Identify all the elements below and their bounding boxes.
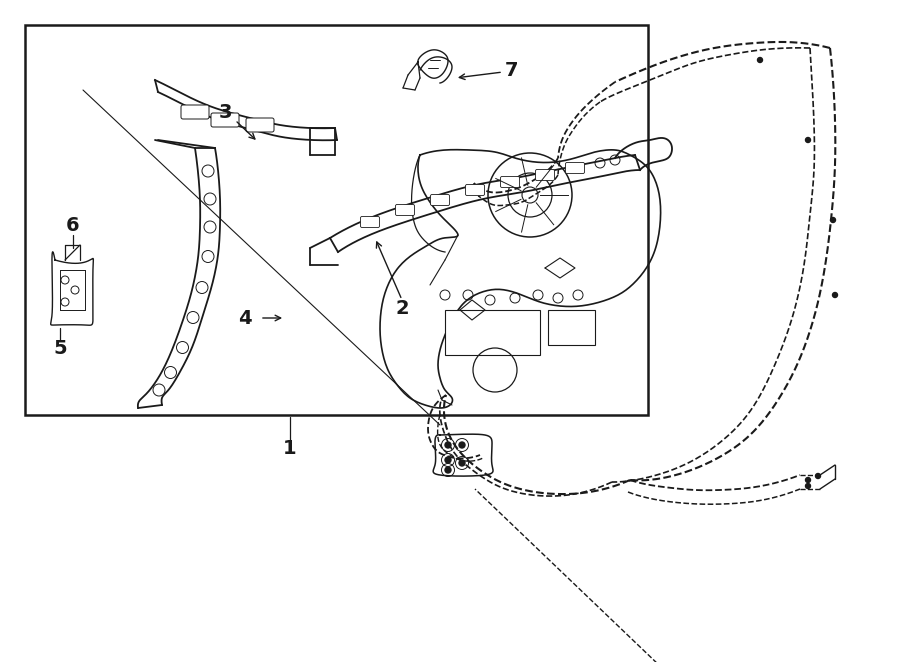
- Circle shape: [445, 467, 451, 473]
- Text: 3: 3: [219, 103, 232, 122]
- FancyBboxPatch shape: [395, 205, 415, 216]
- Bar: [548, 310, 595, 345]
- FancyBboxPatch shape: [361, 216, 380, 228]
- Circle shape: [832, 293, 838, 297]
- Circle shape: [806, 483, 811, 489]
- Text: 5: 5: [53, 338, 67, 357]
- FancyBboxPatch shape: [246, 118, 274, 132]
- Bar: [25, 25, 648, 415]
- Text: 2: 2: [395, 299, 409, 318]
- Circle shape: [459, 460, 465, 466]
- FancyBboxPatch shape: [536, 169, 554, 181]
- Circle shape: [831, 218, 835, 222]
- FancyBboxPatch shape: [500, 177, 519, 187]
- FancyBboxPatch shape: [430, 195, 449, 205]
- Text: 7: 7: [505, 60, 518, 79]
- FancyBboxPatch shape: [565, 162, 584, 173]
- FancyBboxPatch shape: [181, 105, 209, 119]
- Circle shape: [758, 58, 762, 62]
- Text: 6: 6: [67, 216, 80, 234]
- Bar: [445, 310, 540, 355]
- Circle shape: [815, 473, 821, 479]
- Circle shape: [806, 477, 811, 483]
- Text: 1: 1: [284, 438, 297, 457]
- Text: 4: 4: [238, 308, 252, 328]
- FancyBboxPatch shape: [211, 113, 239, 127]
- Circle shape: [445, 457, 451, 463]
- Circle shape: [445, 442, 451, 448]
- Circle shape: [459, 442, 465, 448]
- FancyBboxPatch shape: [465, 185, 484, 195]
- Circle shape: [806, 138, 811, 142]
